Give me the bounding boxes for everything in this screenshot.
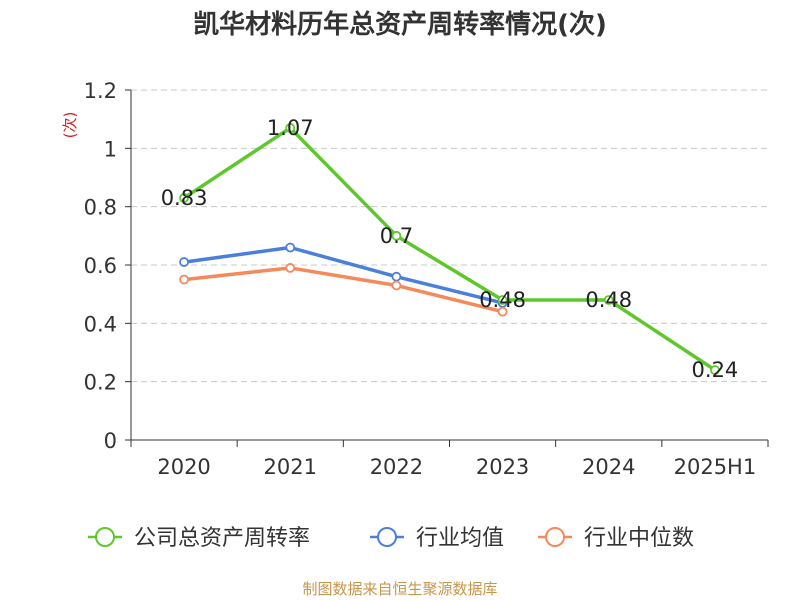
legend-marker [377, 527, 397, 547]
series-line [183, 245, 504, 305]
legend-label: 公司总资产周转率 [134, 526, 310, 551]
y-tick-label: 0.2 [84, 371, 117, 395]
series-line [183, 266, 504, 314]
data-point [285, 263, 296, 273]
legend-marker [545, 527, 565, 547]
y-tick-label: 1.2 [84, 79, 117, 103]
data-point [391, 280, 402, 291]
data-point [179, 274, 189, 285]
data-point [179, 257, 189, 267]
chart-title: 凯华材料历年总资产周转率情况(次) [193, 10, 607, 40]
data-point [391, 230, 402, 241]
data-label: 1.07 [267, 116, 314, 140]
series-line [183, 126, 716, 372]
x-tick-label: 2024 [582, 455, 635, 479]
data-label: 0.48 [479, 288, 526, 312]
data-point [603, 295, 614, 305]
y-tick-label: 0 [104, 429, 117, 453]
data-point [179, 193, 189, 203]
data-point [497, 295, 508, 305]
legend-label: 行业中位数 [584, 526, 694, 551]
legend-marker [95, 527, 115, 547]
x-tick-label: 2025H1 [674, 455, 757, 479]
footer-source: 制图数据来自恒生聚源数据库 [302, 580, 498, 598]
data-label: 0.7 [380, 224, 413, 248]
x-tick-label: 2021 [264, 455, 317, 479]
y-tick-label: 0.8 [84, 196, 117, 220]
data-label: 0.83 [161, 186, 208, 210]
data-label: 0.24 [692, 358, 739, 382]
data-point [497, 306, 508, 317]
data-point [391, 271, 402, 282]
y-tick-label: 0.6 [84, 254, 117, 278]
y-axis-label: (次) [61, 112, 79, 139]
data-point [710, 365, 720, 375]
data-point [285, 242, 296, 253]
data-label: 0.48 [585, 288, 632, 312]
x-tick-label: 2023 [476, 455, 529, 479]
x-tick-label: 2020 [157, 455, 210, 479]
y-tick-label: 1 [104, 137, 117, 161]
y-tick-label: 0.4 [84, 312, 117, 336]
data-point [285, 123, 296, 133]
x-tick-label: 2022 [370, 455, 423, 479]
legend-label: 行业均值 [416, 526, 504, 551]
